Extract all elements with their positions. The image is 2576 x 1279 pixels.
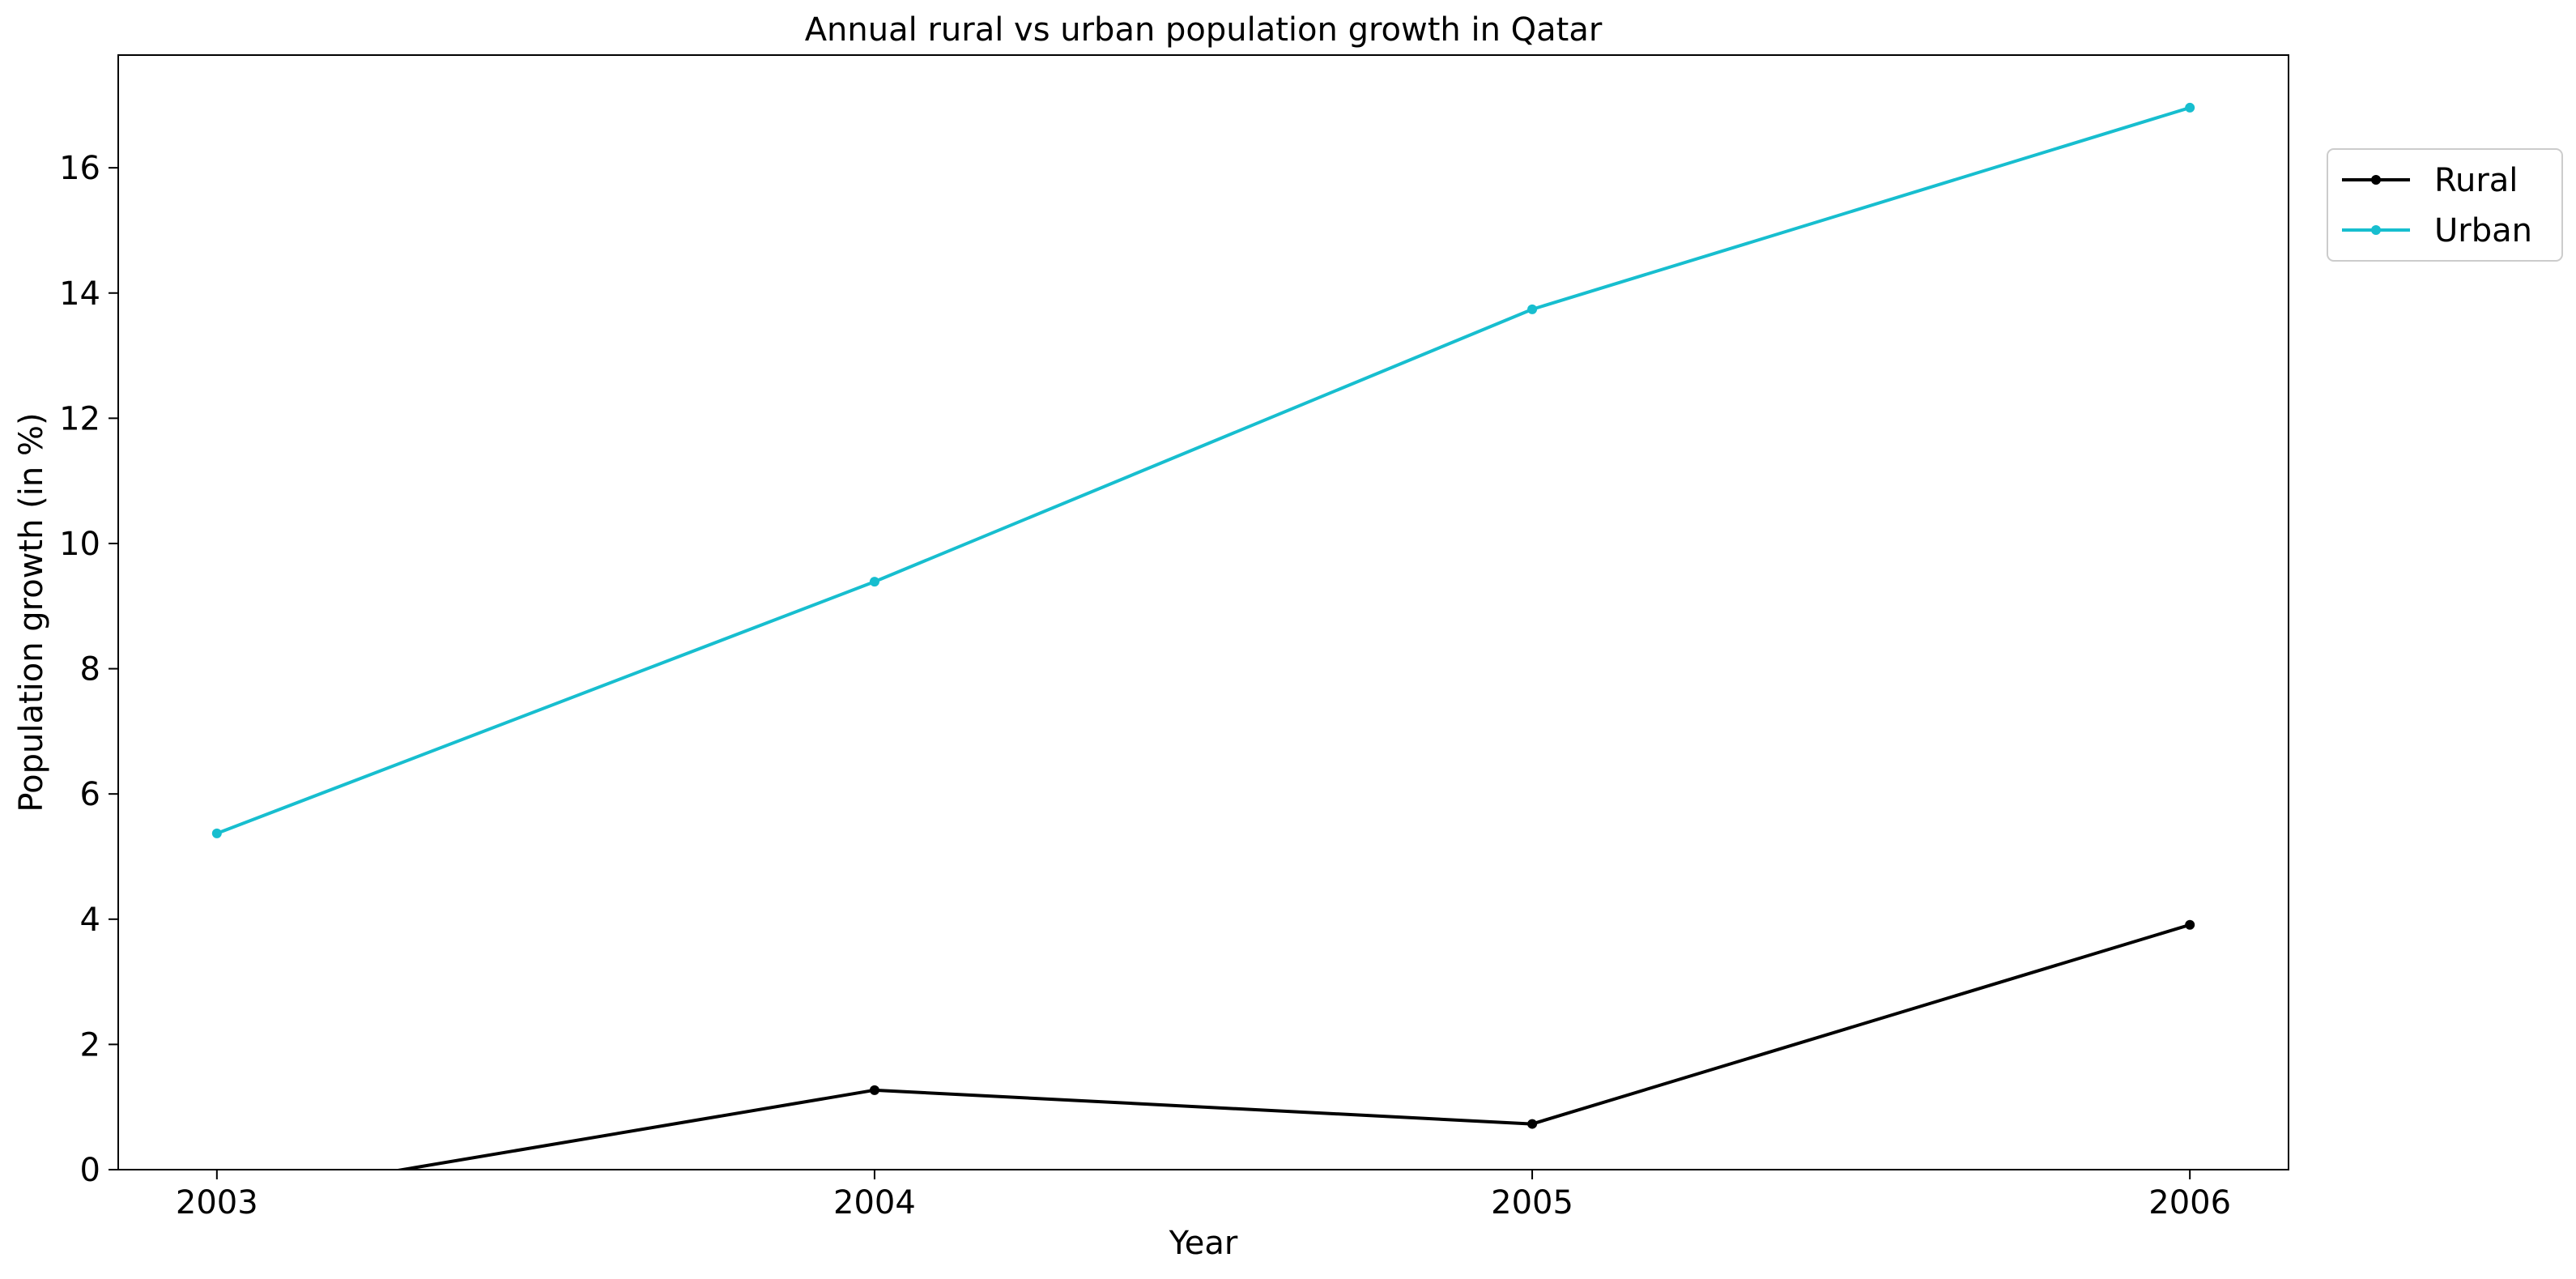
chart-title: Annual rural vs urban population growth … bbox=[805, 11, 1603, 49]
x-tick-label: 2006 bbox=[2148, 1184, 2231, 1221]
legend-frame bbox=[2327, 148, 2563, 262]
y-tick-label: 4 bbox=[80, 902, 100, 939]
data-point-urban bbox=[869, 577, 879, 587]
legend-marker-urban bbox=[2371, 225, 2381, 235]
x-tick-label: 2004 bbox=[833, 1184, 916, 1221]
legend-marker-rural bbox=[2371, 175, 2381, 185]
data-point-rural bbox=[869, 1085, 879, 1095]
legend-label-rural: Rural bbox=[2434, 162, 2518, 199]
y-tick-label: 0 bbox=[80, 1152, 100, 1189]
series-layer bbox=[211, 102, 2195, 1170]
data-point-urban bbox=[1527, 304, 1538, 314]
x-axis-label: Year bbox=[1169, 1225, 1238, 1262]
series-line-rural bbox=[393, 923, 2191, 1170]
data-point-rural bbox=[2185, 919, 2195, 930]
y-tick-label: 6 bbox=[80, 776, 100, 813]
y-axis: 0 2 4 6 8 10 12 14 16 bbox=[59, 150, 118, 1189]
y-tick-label: 14 bbox=[59, 275, 100, 313]
y-tick-label: 8 bbox=[80, 651, 100, 689]
legend: Rural Urban bbox=[2327, 148, 2563, 262]
x-tick-label: 2003 bbox=[176, 1184, 258, 1221]
series-line-urban bbox=[216, 106, 2191, 835]
y-tick-label: 12 bbox=[59, 400, 100, 437]
data-point-rural bbox=[1527, 1119, 1538, 1129]
data-point-urban bbox=[211, 828, 222, 838]
plot-area bbox=[117, 54, 2289, 1170]
y-tick-label: 10 bbox=[59, 526, 100, 563]
x-axis: 2003 2004 2005 2006 bbox=[176, 1170, 2231, 1221]
y-tick-label: 2 bbox=[80, 1026, 100, 1064]
y-axis-label: Population growth (in %) bbox=[13, 412, 50, 812]
data-point-urban bbox=[2185, 102, 2195, 113]
x-tick-label: 2005 bbox=[1491, 1184, 1573, 1221]
legend-label-urban: Urban bbox=[2434, 212, 2532, 249]
y-tick-label: 16 bbox=[59, 150, 100, 187]
